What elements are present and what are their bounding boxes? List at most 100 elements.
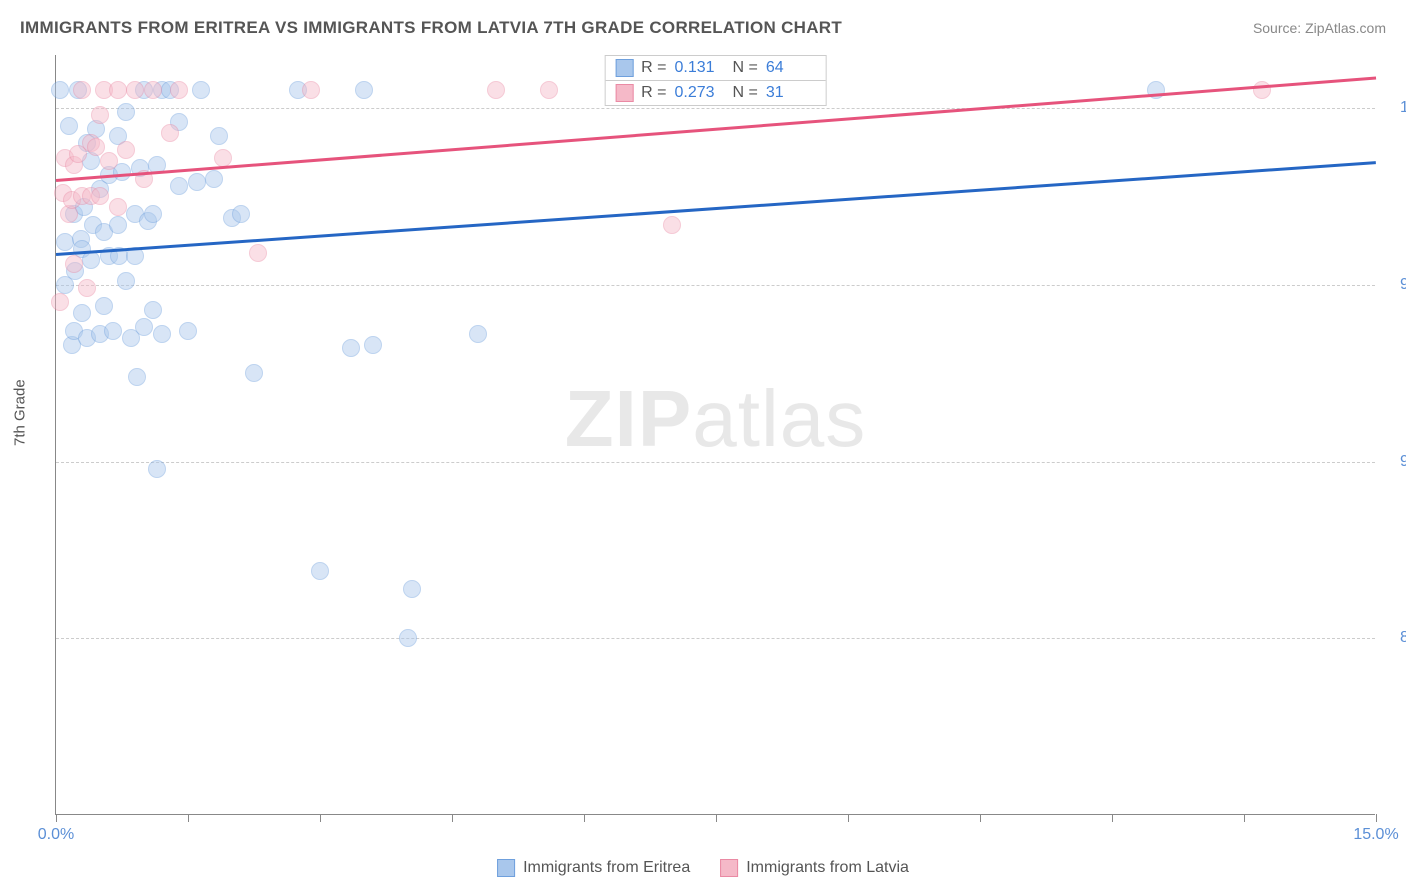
legend-label-series1: Immigrants from Eritrea bbox=[523, 859, 690, 877]
x-tick bbox=[452, 814, 453, 822]
watermark-bold: ZIP bbox=[565, 374, 692, 463]
data-point bbox=[161, 124, 179, 142]
data-point bbox=[100, 152, 118, 170]
data-point bbox=[126, 81, 144, 99]
data-point bbox=[355, 81, 373, 99]
data-point bbox=[87, 138, 105, 156]
r-value-series2: 0.273 bbox=[675, 84, 725, 102]
x-tick bbox=[716, 814, 717, 822]
data-point bbox=[469, 325, 487, 343]
chart-title: IMMIGRANTS FROM ERITREA VS IMMIGRANTS FR… bbox=[20, 18, 842, 38]
swatch-series2 bbox=[615, 84, 633, 102]
data-point bbox=[144, 81, 162, 99]
data-point bbox=[342, 339, 360, 357]
x-tick bbox=[56, 814, 57, 822]
source-label: Source: ZipAtlas.com bbox=[1253, 20, 1386, 36]
data-point bbox=[78, 279, 96, 297]
swatch-series2-icon bbox=[720, 859, 738, 877]
data-point bbox=[487, 81, 505, 99]
data-point bbox=[82, 251, 100, 269]
data-point bbox=[170, 177, 188, 195]
data-point bbox=[403, 580, 421, 598]
stats-box: R = 0.131 N = 64 R = 0.273 N = 31 bbox=[604, 55, 827, 106]
x-tick-label: 0.0% bbox=[38, 826, 74, 844]
grid-line bbox=[56, 462, 1375, 463]
data-point bbox=[148, 460, 166, 478]
x-tick-label: 15.0% bbox=[1353, 826, 1398, 844]
legend-label-series2: Immigrants from Latvia bbox=[746, 859, 909, 877]
data-point bbox=[364, 336, 382, 354]
stats-row-series2: R = 0.273 N = 31 bbox=[605, 81, 826, 105]
stats-row-series1: R = 0.131 N = 64 bbox=[605, 56, 826, 81]
x-tick bbox=[848, 814, 849, 822]
data-point bbox=[663, 216, 681, 234]
x-tick bbox=[1376, 814, 1377, 822]
data-point bbox=[91, 187, 109, 205]
data-point bbox=[210, 127, 228, 145]
data-point bbox=[117, 141, 135, 159]
data-point bbox=[153, 325, 171, 343]
n-value-series1: 64 bbox=[766, 59, 816, 77]
data-point bbox=[179, 322, 197, 340]
data-point bbox=[302, 81, 320, 99]
watermark: ZIPatlas bbox=[565, 373, 866, 465]
grid-line bbox=[56, 108, 1375, 109]
x-tick bbox=[188, 814, 189, 822]
y-tick-label: 85.0% bbox=[1385, 629, 1406, 647]
watermark-light: atlas bbox=[692, 374, 866, 463]
y-tick-label: 90.0% bbox=[1385, 453, 1406, 471]
data-point bbox=[214, 149, 232, 167]
data-point bbox=[109, 198, 127, 216]
data-point bbox=[540, 81, 558, 99]
bottom-legend: Immigrants from Eritrea Immigrants from … bbox=[497, 859, 909, 877]
n-label: N = bbox=[733, 59, 758, 77]
data-point bbox=[95, 297, 113, 315]
data-point bbox=[128, 368, 146, 386]
data-point bbox=[170, 81, 188, 99]
r-label: R = bbox=[641, 84, 666, 102]
n-label: N = bbox=[733, 84, 758, 102]
data-point bbox=[399, 629, 417, 647]
data-point bbox=[1147, 81, 1165, 99]
data-point bbox=[135, 318, 153, 336]
data-point bbox=[144, 301, 162, 319]
r-value-series1: 0.131 bbox=[675, 59, 725, 77]
data-point bbox=[91, 106, 109, 124]
data-point bbox=[73, 304, 91, 322]
x-tick bbox=[584, 814, 585, 822]
n-value-series2: 31 bbox=[766, 84, 816, 102]
y-tick-label: 95.0% bbox=[1385, 276, 1406, 294]
grid-line bbox=[56, 638, 1375, 639]
legend-item-series2: Immigrants from Latvia bbox=[720, 859, 909, 877]
data-point bbox=[205, 170, 223, 188]
x-tick bbox=[1112, 814, 1113, 822]
data-point bbox=[232, 205, 250, 223]
x-tick bbox=[320, 814, 321, 822]
x-tick bbox=[1244, 814, 1245, 822]
data-point bbox=[249, 244, 267, 262]
data-point bbox=[311, 562, 329, 580]
trend-line bbox=[56, 161, 1376, 255]
data-point bbox=[188, 173, 206, 191]
data-point bbox=[245, 364, 263, 382]
data-point bbox=[109, 216, 127, 234]
swatch-series1 bbox=[615, 59, 633, 77]
r-label: R = bbox=[641, 59, 666, 77]
plot-area: ZIPatlas R = 0.131 N = 64 R = 0.273 N = … bbox=[55, 55, 1375, 815]
y-tick-label: 100.0% bbox=[1385, 99, 1406, 117]
data-point bbox=[73, 81, 91, 99]
data-point bbox=[104, 322, 122, 340]
grid-line bbox=[56, 285, 1375, 286]
y-axis-label: 7th Grade bbox=[12, 379, 29, 446]
data-point bbox=[117, 103, 135, 121]
data-point bbox=[51, 81, 69, 99]
swatch-series1-icon bbox=[497, 859, 515, 877]
data-point bbox=[51, 293, 69, 311]
data-point bbox=[192, 81, 210, 99]
data-point bbox=[65, 255, 83, 273]
data-point bbox=[117, 272, 135, 290]
data-point bbox=[109, 81, 127, 99]
x-tick bbox=[980, 814, 981, 822]
data-point bbox=[60, 117, 78, 135]
legend-item-series1: Immigrants from Eritrea bbox=[497, 859, 690, 877]
